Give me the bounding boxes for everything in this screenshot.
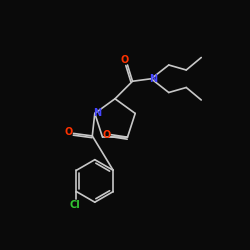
- Text: N: N: [93, 108, 101, 118]
- Text: O: O: [102, 130, 110, 140]
- Text: O: O: [64, 127, 73, 137]
- Text: Cl: Cl: [70, 200, 80, 210]
- Text: N: N: [149, 74, 157, 84]
- Text: O: O: [121, 55, 129, 65]
